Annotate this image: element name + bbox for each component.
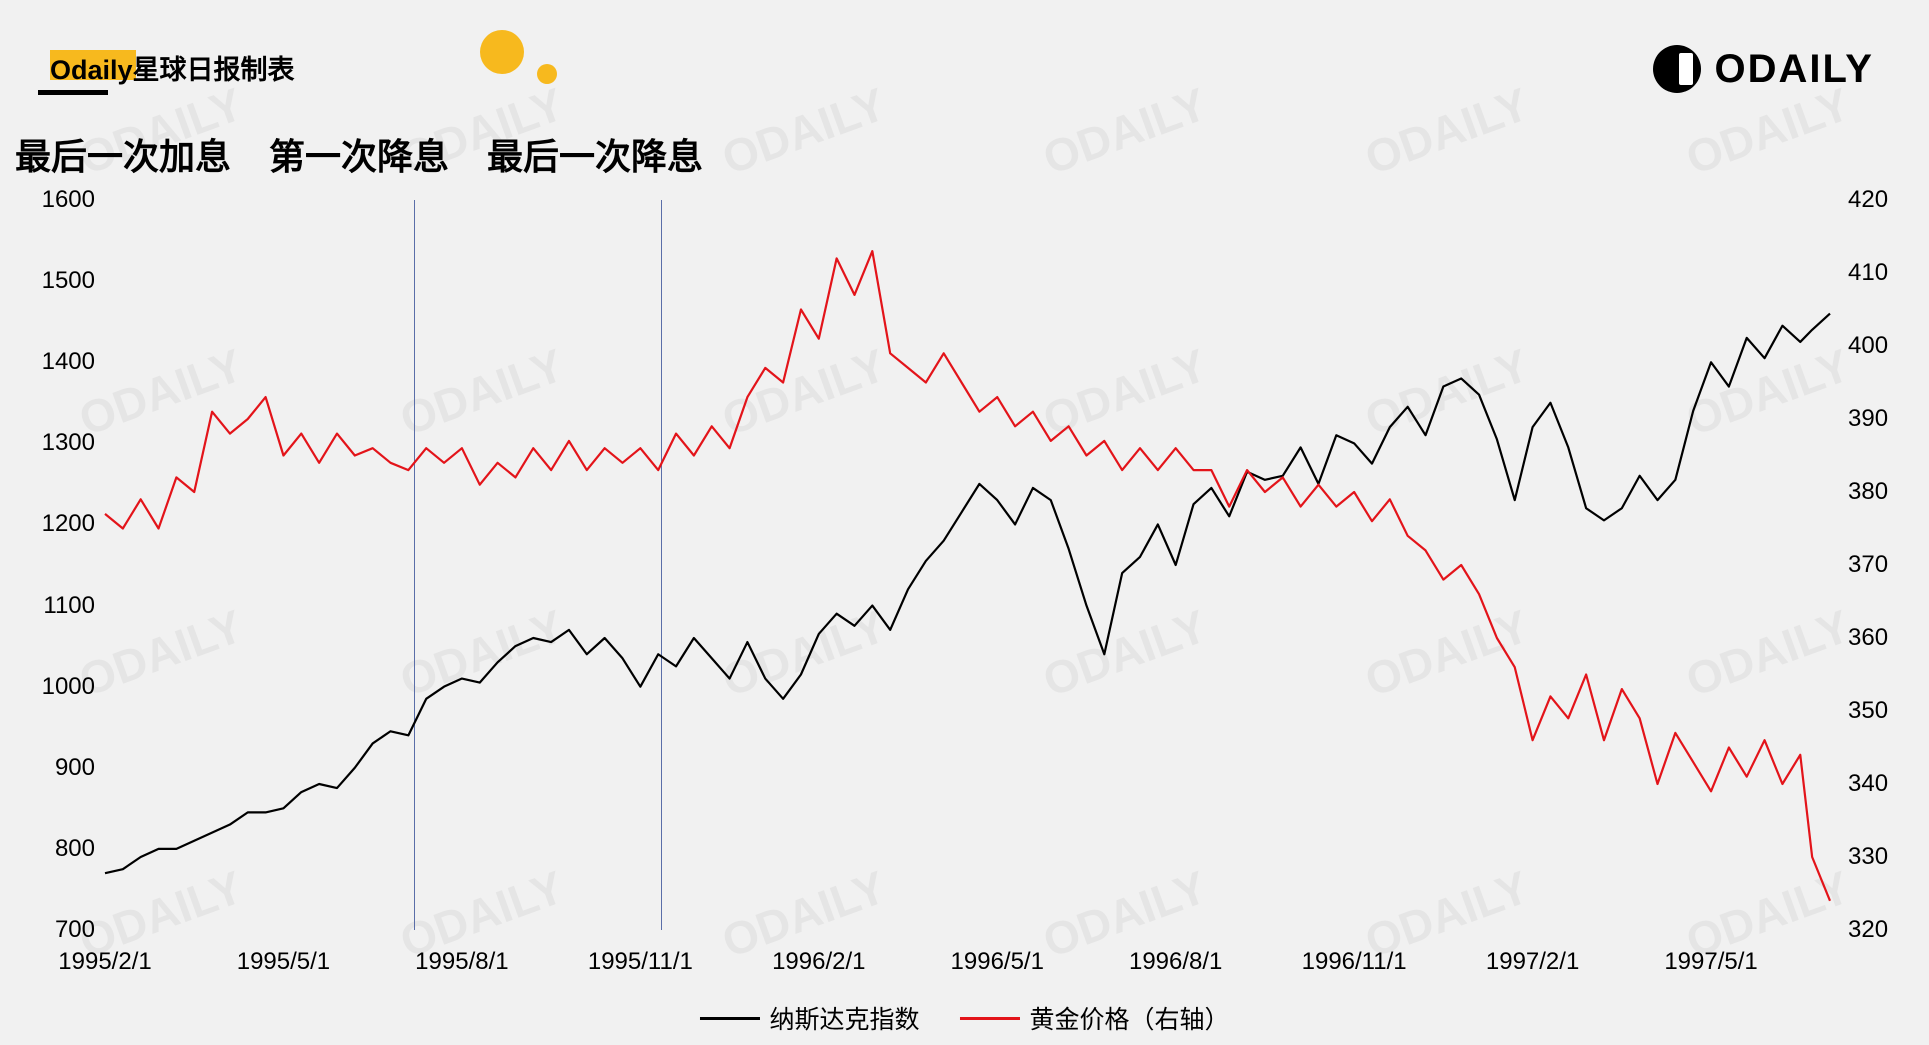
legend-label-nasdaq: 纳斯达克指数	[769, 1000, 919, 1036]
legend: 纳斯达克指数 黄金价格（右轴）	[699, 1000, 1229, 1036]
legend-item-nasdaq: 纳斯达克指数	[699, 1000, 919, 1036]
line-chart	[0, 0, 1929, 1045]
series-gold	[105, 251, 1830, 901]
legend-swatch-gold	[960, 1017, 1020, 1020]
legend-label-gold: 黄金价格（右轴）	[1030, 1000, 1230, 1036]
legend-item-gold: 黄金价格（右轴）	[960, 1000, 1230, 1036]
series-nasdaq	[105, 314, 1830, 874]
legend-swatch-nasdaq	[699, 1017, 759, 1020]
chart-page: ODAILYODAILYODAILYODAILYODAILYODAILYODAI…	[0, 0, 1929, 1045]
